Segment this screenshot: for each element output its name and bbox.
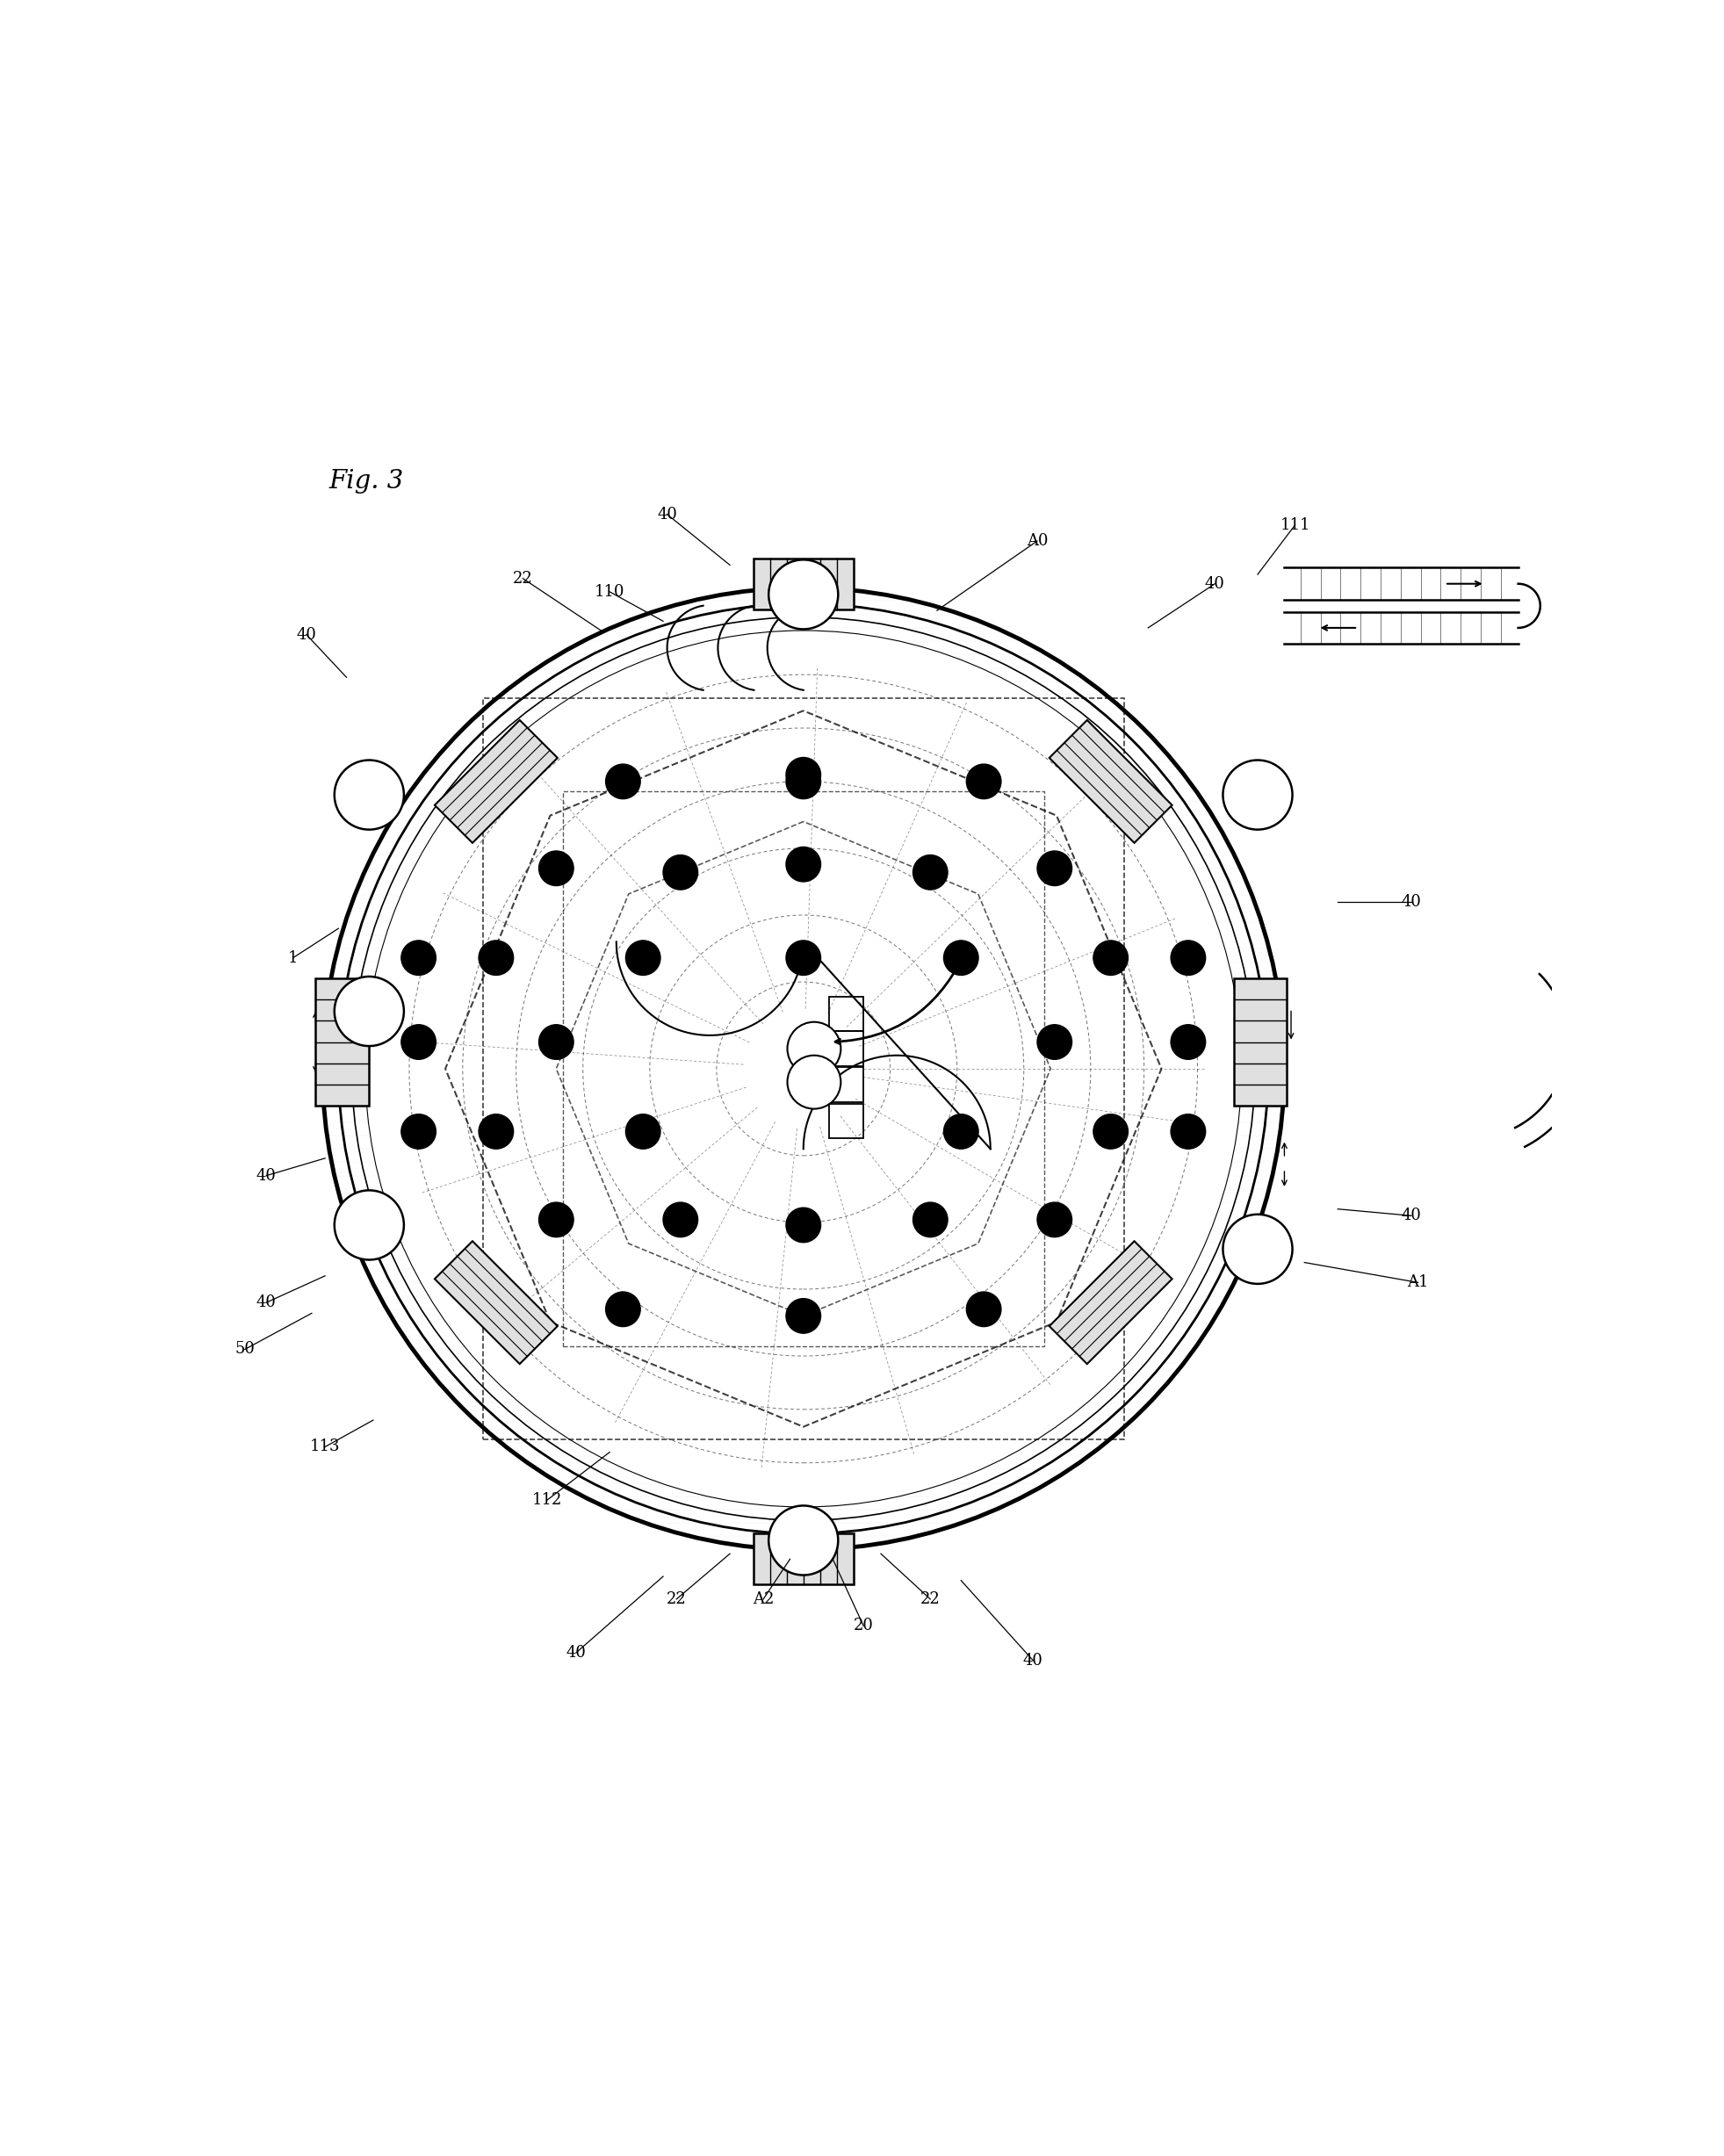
Circle shape xyxy=(1222,1214,1293,1283)
Circle shape xyxy=(334,761,403,830)
Circle shape xyxy=(1038,852,1072,886)
Circle shape xyxy=(1093,940,1127,975)
Bar xyxy=(753,1533,853,1585)
Bar xyxy=(483,699,1124,1440)
Circle shape xyxy=(664,856,698,890)
Circle shape xyxy=(1093,1115,1127,1149)
Bar xyxy=(753,558,853,610)
Bar xyxy=(829,1067,864,1102)
Text: 110: 110 xyxy=(595,584,624,599)
Text: 40: 40 xyxy=(657,507,678,522)
Circle shape xyxy=(402,1024,436,1059)
Circle shape xyxy=(967,1291,1002,1326)
Circle shape xyxy=(1171,1115,1205,1149)
Circle shape xyxy=(334,977,403,1046)
Circle shape xyxy=(943,1115,979,1149)
Circle shape xyxy=(664,1203,698,1238)
Text: A2: A2 xyxy=(753,1591,774,1606)
Circle shape xyxy=(786,763,821,800)
Circle shape xyxy=(1171,940,1205,975)
Circle shape xyxy=(1171,1024,1205,1059)
Bar xyxy=(1050,1242,1172,1365)
Circle shape xyxy=(786,940,821,975)
Circle shape xyxy=(788,1056,841,1108)
Bar xyxy=(434,1242,557,1365)
Bar xyxy=(1050,720,1172,843)
Text: 112: 112 xyxy=(531,1492,562,1509)
Text: 50: 50 xyxy=(234,1341,255,1358)
Circle shape xyxy=(605,1291,640,1326)
Circle shape xyxy=(479,1115,514,1149)
Text: 113: 113 xyxy=(310,1438,340,1455)
Text: 22: 22 xyxy=(512,571,533,586)
Bar xyxy=(315,979,369,1106)
Circle shape xyxy=(626,940,660,975)
Text: 40: 40 xyxy=(257,1169,276,1184)
Circle shape xyxy=(1038,1024,1072,1059)
Circle shape xyxy=(1038,1203,1072,1238)
Text: A0: A0 xyxy=(1026,533,1048,550)
Circle shape xyxy=(479,940,514,975)
Circle shape xyxy=(914,1203,948,1238)
Text: Fig. 3: Fig. 3 xyxy=(329,468,403,494)
Text: 40: 40 xyxy=(565,1645,586,1660)
Circle shape xyxy=(786,757,821,791)
Circle shape xyxy=(967,763,1002,800)
Circle shape xyxy=(914,856,948,890)
Circle shape xyxy=(786,847,821,882)
Circle shape xyxy=(1222,761,1293,830)
Text: 22: 22 xyxy=(667,1591,686,1606)
Text: 111: 111 xyxy=(1279,517,1310,533)
Bar xyxy=(1234,979,1288,1106)
Circle shape xyxy=(786,1207,821,1242)
Text: 40: 40 xyxy=(1402,1207,1421,1225)
Circle shape xyxy=(943,940,979,975)
Circle shape xyxy=(769,561,838,630)
Bar xyxy=(562,791,1045,1345)
Bar xyxy=(829,1104,864,1138)
Bar xyxy=(434,720,557,843)
Circle shape xyxy=(540,852,574,886)
Text: A1: A1 xyxy=(1407,1274,1429,1291)
Circle shape xyxy=(540,1203,574,1238)
Circle shape xyxy=(626,1115,660,1149)
Text: 20: 20 xyxy=(853,1617,874,1634)
Circle shape xyxy=(769,1505,838,1576)
Circle shape xyxy=(788,1022,841,1076)
Text: 1: 1 xyxy=(288,951,298,966)
Bar xyxy=(829,1031,864,1065)
Text: 22: 22 xyxy=(921,1591,940,1606)
Circle shape xyxy=(334,1190,403,1259)
Text: 40: 40 xyxy=(1205,576,1226,591)
Bar xyxy=(829,996,864,1031)
Text: 40: 40 xyxy=(297,627,317,642)
Text: 40: 40 xyxy=(257,1294,276,1311)
Circle shape xyxy=(605,763,640,800)
Text: 40: 40 xyxy=(1402,895,1421,910)
Circle shape xyxy=(786,1298,821,1332)
Circle shape xyxy=(540,1024,574,1059)
Circle shape xyxy=(402,1115,436,1149)
Circle shape xyxy=(402,940,436,975)
Text: 40: 40 xyxy=(1022,1654,1043,1669)
